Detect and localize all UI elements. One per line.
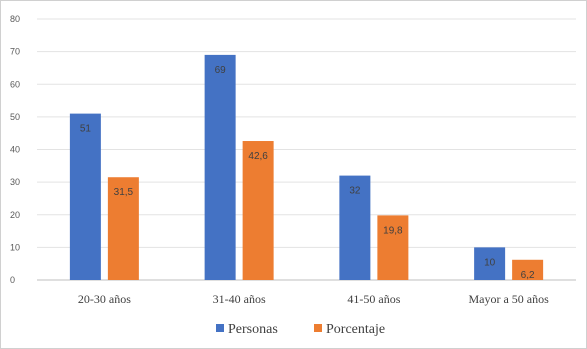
data-labels: 51 31,5 69 42,6 32 19,8 10 6,2 [80, 65, 535, 281]
y-tick-label: 10 [10, 242, 20, 252]
category-label: 31-40 años [213, 292, 266, 306]
data-label: 51 [80, 124, 92, 135]
y-tick-label: 80 [10, 14, 20, 24]
bar-personas [204, 54, 236, 281]
legend-swatch [216, 324, 224, 332]
data-label: 31,5 [114, 187, 134, 198]
legend-entry: Porcentaje [326, 322, 385, 337]
bar-personas [474, 247, 506, 280]
legend: Personas Porcentaje [216, 322, 385, 337]
y-tick-label: 60 [10, 79, 20, 89]
y-tick-label: 40 [10, 145, 20, 155]
bar-porcentaje [377, 215, 409, 280]
data-label: 42,6 [248, 151, 268, 162]
category-label: 20-30 años [78, 292, 131, 306]
category-label: Mayor a 50 años [468, 292, 549, 306]
y-axis-tick-labels: 0 10 20 30 40 50 60 70 80 [10, 14, 20, 285]
bar-porcentaje [242, 141, 274, 280]
data-label: 32 [349, 186, 361, 197]
data-label: 10 [484, 257, 496, 268]
y-tick-label: 30 [10, 177, 20, 187]
data-label: 69 [215, 65, 227, 76]
bar-porcentaje [107, 177, 139, 280]
bars [69, 54, 544, 281]
bar-personas [69, 113, 101, 280]
category-labels: 20-30 años 31-40 años 41-50 años Mayor a 50… [78, 292, 549, 306]
y-tick-label: 0 [10, 275, 15, 285]
y-tick-label: 20 [10, 210, 20, 220]
legend-swatch [314, 324, 322, 332]
category-label: 41-50 años [347, 292, 400, 306]
legend-entry: Personas [228, 322, 278, 337]
y-tick-label: 70 [10, 47, 20, 57]
bar-porcentaje [512, 259, 544, 280]
bar-personas [339, 175, 371, 280]
y-tick-label: 50 [10, 112, 20, 122]
data-label: 6,2 [521, 270, 535, 281]
data-label: 19,8 [383, 225, 403, 236]
